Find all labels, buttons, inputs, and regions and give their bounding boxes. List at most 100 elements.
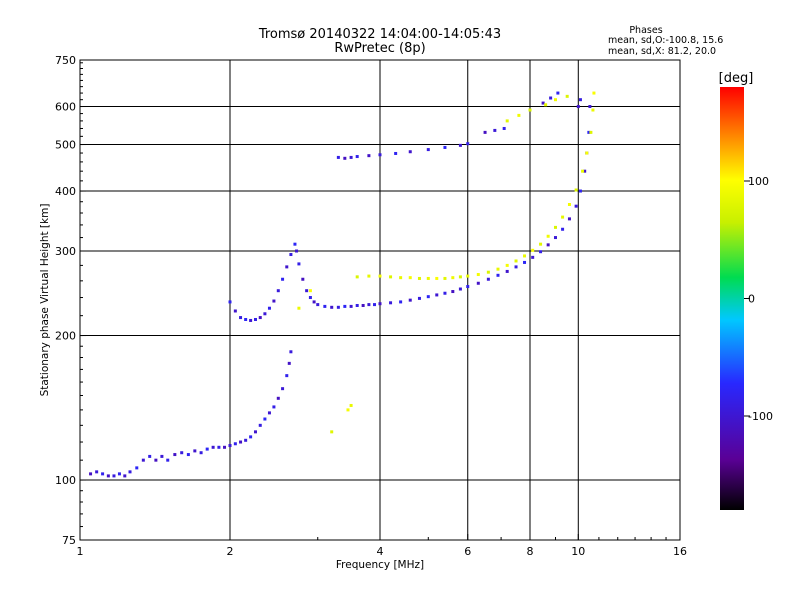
data-point-x [458,275,462,279]
data-point-o [514,265,518,269]
data-point-o [253,430,257,434]
data-point-o [343,156,347,160]
data-point-o [301,277,305,281]
data-point-x [451,276,455,280]
data-point-o [336,305,340,309]
y-tick-label: 600 [55,101,76,114]
data-point-o [349,155,353,159]
data-point-o [285,374,289,378]
data-point-o [228,444,232,448]
x-tick-label: 6 [464,545,471,558]
data-point-o [101,472,105,476]
data-point-o [123,474,127,478]
colorbar-tick-label: -100 [748,410,773,423]
data-point-o [578,98,582,102]
chart-title: Tromsø 20140322 14:04:00-14:05:43 [258,27,501,42]
data-point-o [417,296,421,300]
x-axis-label: Frequency [MHz] [336,559,424,571]
data-point-o [305,289,309,293]
data-point-x [367,274,371,278]
data-point-x [546,234,550,238]
data-point-o [253,317,257,321]
data-point-o [361,303,365,307]
data-point-x [574,188,578,192]
data-point-o [576,105,580,109]
data-point-o [106,474,110,478]
data-point-o [272,405,276,409]
x-tick-label: 4 [377,545,384,558]
data-point-x [426,276,430,280]
data-point-o [295,249,299,253]
data-point-x [417,276,421,280]
y-tick-label: 750 [55,54,76,67]
colorbar-label: [deg] [719,71,754,86]
data-point-o [539,250,543,254]
data-point-o [128,470,132,474]
data-point-x [435,276,439,280]
data-point-o [476,281,480,285]
data-point-o [336,155,340,159]
data-point-o [443,145,447,149]
data-point-x [567,202,571,206]
data-point-x [496,267,500,271]
data-point-o [588,105,592,109]
data-point-o [141,458,145,462]
data-point-x [505,119,509,123]
chart-subtitle: RwPretec (8p) [334,41,425,56]
data-point-o [399,300,403,304]
y-tick-label: 75 [62,534,76,547]
data-point-x [486,270,490,274]
data-point-o [587,130,591,134]
data-point-o [267,411,271,415]
data-point-o [443,291,447,295]
data-point-o [556,91,560,95]
data-point-x [585,151,589,155]
data-point-o [239,316,243,320]
data-point-o [458,143,462,147]
data-point-o [531,255,535,259]
data-point-o [451,290,455,294]
data-point-x [355,275,359,279]
data-point-o [89,472,93,476]
data-point-o [287,361,291,365]
data-point-o [112,474,116,478]
data-point-x [531,248,535,252]
data-point-o [205,447,209,451]
data-point-x [514,259,518,263]
data-point-o [135,466,139,470]
data-point-o [285,265,289,269]
data-point-x [553,225,557,229]
data-point-o [244,317,248,321]
data-point-o [523,260,527,264]
data-point-o [378,302,382,306]
data-point-o [323,304,327,308]
data-point-o [367,154,371,158]
stats-heading: Phases [629,25,662,36]
y-axis: 75 100 200 300 400 500 600 750 [55,54,86,547]
y-tick-label: 100 [55,474,76,487]
data-point-x [389,275,393,279]
data-point-o [466,285,470,289]
data-point-x [476,273,480,277]
data-point-o [239,440,243,444]
data-point-o [281,387,285,391]
data-point-o [493,128,497,132]
y-axis-label: Stationary phase Virtual Height [km] [39,204,51,397]
data-point-o [289,253,293,257]
data-point-o [541,101,545,105]
data-point-x [592,91,596,95]
colorbar [720,87,744,510]
data-point-x [308,289,312,293]
x-tick-label: 10 [571,545,585,558]
data-point-o [408,298,412,302]
data-point-o [408,150,412,154]
data-point-o [233,309,237,313]
data-point-o [316,303,320,307]
data-point-x [505,263,509,267]
data-point-o [276,396,280,400]
data-point-x [330,430,334,434]
data-point-o [263,417,267,421]
data-point-x [561,215,565,219]
data-point-x [408,276,412,280]
data-point-o [578,189,582,193]
